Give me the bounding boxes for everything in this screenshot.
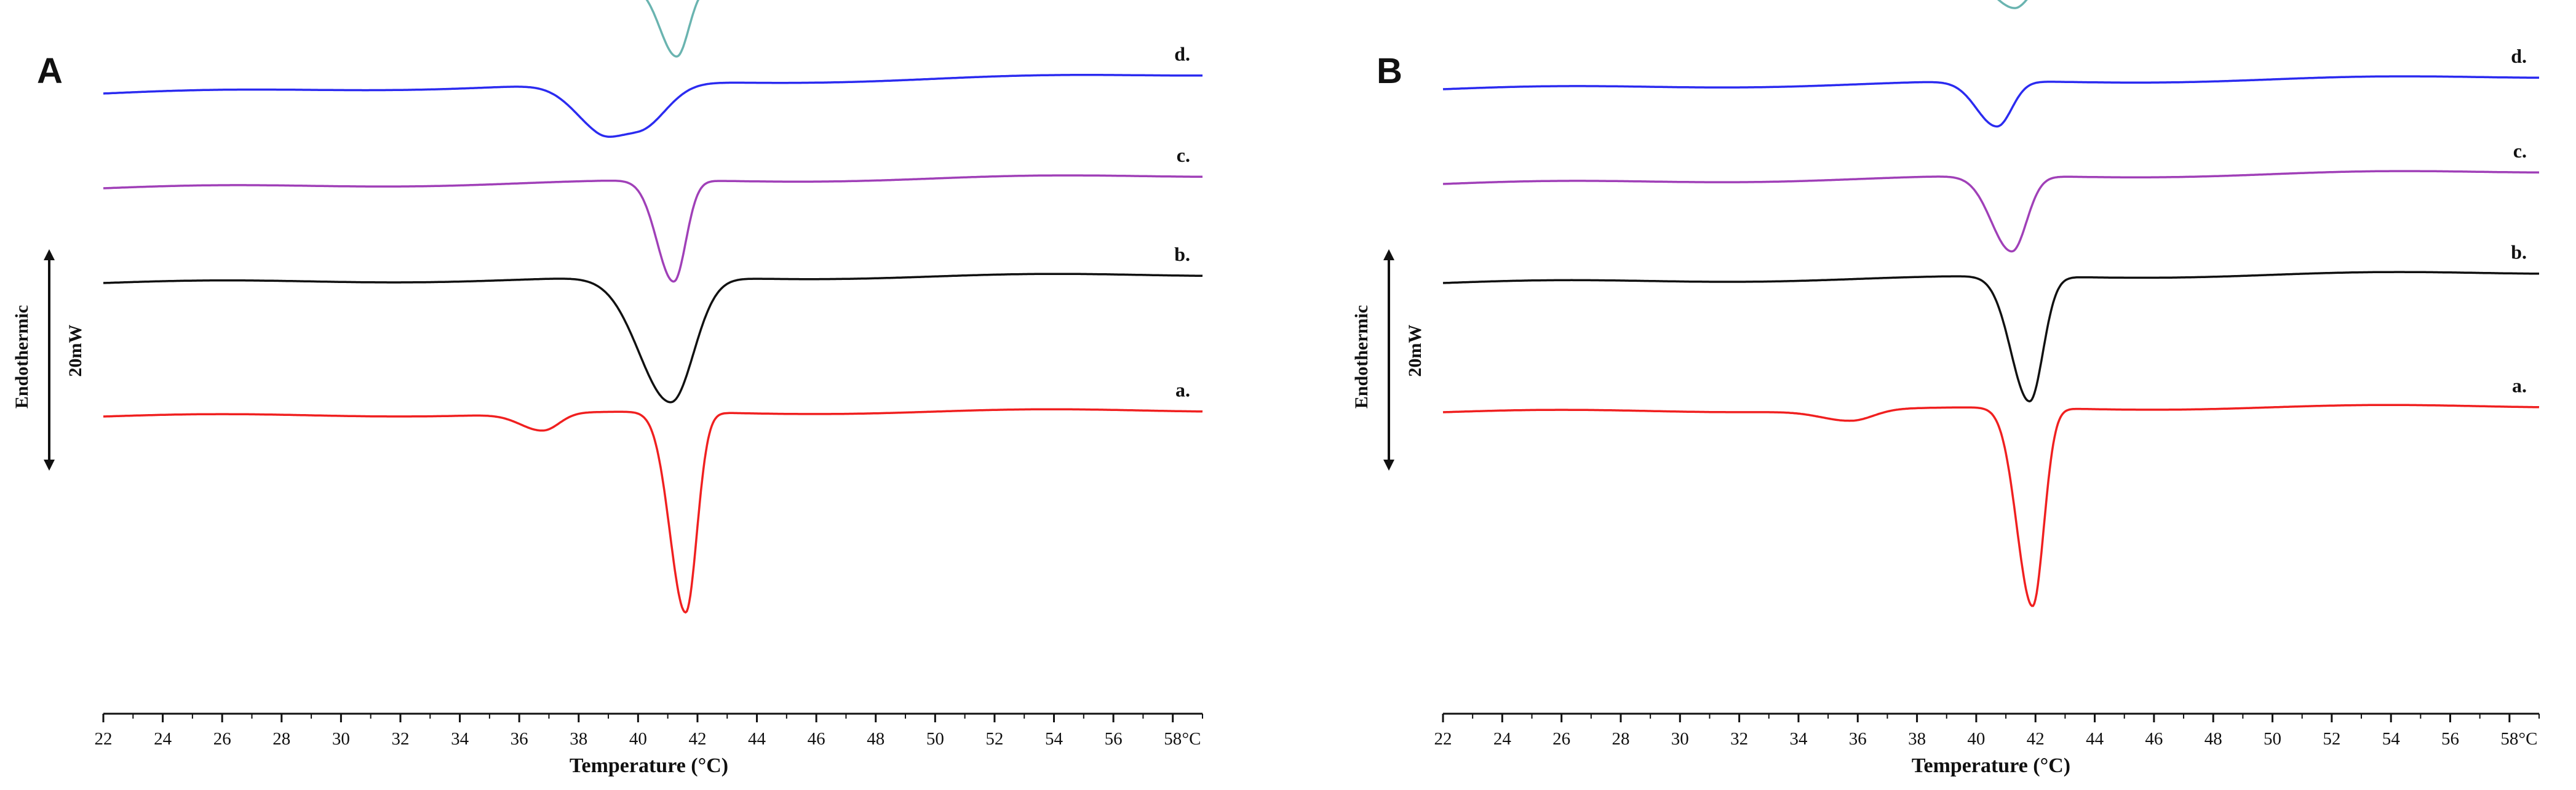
x-tick-label: 48	[2204, 729, 2222, 749]
x-axis: 22 24 26 28 30 32 34 36 38 40 42 44 46 48 50 52 54 56 58 °C	[95, 712, 1203, 749]
x-tick-label: 40	[1967, 729, 1985, 749]
x-tick-label: 42	[2027, 729, 2045, 749]
y-axis-label: Endothermic	[12, 305, 32, 409]
x-tick-label: 58	[2500, 729, 2518, 749]
x-unit-label: °C	[1182, 729, 1201, 749]
curve-label-a: a.	[1175, 379, 1190, 401]
x-tick-label: 34	[451, 729, 469, 749]
x-tick-label: 56	[2441, 729, 2459, 749]
x-tick-label: 36	[1849, 729, 1867, 749]
x-tick-label: 46	[808, 729, 825, 749]
x-tick-label: 38	[570, 729, 587, 749]
x-tick-label: 24	[154, 729, 172, 749]
x-axis: 22 24 26 28 30 32 34 36 38 40 42 44 46 48 50 52 54 56 58 °C	[1434, 712, 2540, 749]
scale-bar: Endothermic 20mW	[1351, 249, 1425, 471]
arrow-down-icon	[44, 460, 55, 471]
x-tick-label: 38	[1908, 729, 1926, 749]
arrow-up-icon	[44, 249, 55, 260]
x-tick-label: 32	[1730, 729, 1748, 749]
x-tick-label: 54	[1045, 729, 1063, 749]
curve-e	[1997, 0, 2028, 9]
curve-b	[103, 273, 1203, 404]
x-axis-title: Temperature (°C)	[570, 754, 728, 777]
curve-c	[103, 174, 1203, 283]
arrow-up-icon	[1383, 249, 1394, 260]
x-tick-label: 40	[629, 729, 647, 749]
curve-label-b: b.	[1174, 243, 1190, 265]
x-tick-label: 44	[2086, 729, 2104, 749]
curve-b	[1442, 271, 2539, 403]
panel-letter: A	[37, 51, 63, 91]
curve-a	[103, 408, 1203, 614]
arrow-down-icon	[1383, 460, 1394, 471]
x-axis-title: Temperature (°C)	[1912, 754, 2070, 777]
x-tick-label: 22	[95, 729, 113, 749]
curve-group: f.e.d.c.b.a.	[103, 0, 1203, 614]
panel-letter: B	[1377, 51, 1402, 91]
curve-c	[1442, 170, 2539, 253]
x-tick-label: 46	[2145, 729, 2163, 749]
curve-label-d: d.	[2511, 45, 2527, 67]
x-tick-label: 36	[511, 729, 528, 749]
x-tick-label: 26	[213, 729, 231, 749]
x-tick-label: 28	[272, 729, 290, 749]
x-tick-label: 34	[1789, 729, 1808, 749]
scale-bar-label: 20mW	[1405, 325, 1425, 377]
x-tick-label: 28	[1612, 729, 1629, 749]
curve-e	[645, 0, 700, 58]
x-tick-label: 50	[926, 729, 944, 749]
x-tick-label: 48	[867, 729, 885, 749]
x-tick-label: 54	[2382, 729, 2401, 749]
x-unit-label: °C	[2519, 729, 2538, 749]
curve-label-b: b.	[2511, 241, 2527, 263]
panel-b-chart: B f.e.d.c.b.a. 2224262830323436384042444…	[1351, 0, 2540, 777]
x-tick-label: 30	[332, 729, 350, 749]
scale-bar-label: 20mW	[65, 325, 85, 377]
curve-group: f.e.d.c.b.a.	[1442, 0, 2540, 607]
curve-d	[1442, 75, 2539, 128]
x-tick-label: 30	[1671, 729, 1689, 749]
x-tick-label: 58	[1164, 729, 1182, 749]
x-tick-label: 26	[1552, 729, 1570, 749]
x-tick-label: 24	[1493, 729, 1512, 749]
x-tick-label: 50	[2264, 729, 2281, 749]
x-tick-label: 22	[1434, 729, 1452, 749]
x-tick-label: 42	[688, 729, 706, 749]
curve-label-c: c.	[2513, 140, 2527, 162]
x-tick-label: 52	[985, 729, 1003, 749]
panel-a-chart: A f.e.d.c.b.a. 2224262830323436384042444…	[12, 0, 1203, 777]
x-tick-label: 56	[1105, 729, 1123, 749]
x-tick-label: 44	[748, 729, 766, 749]
scale-bar: Endothermic 20mW	[12, 249, 85, 471]
curve-d	[103, 74, 1203, 138]
curve-a	[1442, 404, 2540, 607]
curve-label-d: d.	[1174, 43, 1190, 65]
curve-label-c: c.	[1177, 144, 1190, 166]
curve-label-a: a.	[2512, 375, 2527, 397]
x-tick-label: 52	[2323, 729, 2340, 749]
x-tick-label: 32	[391, 729, 409, 749]
y-axis-label: Endothermic	[1351, 305, 1372, 409]
